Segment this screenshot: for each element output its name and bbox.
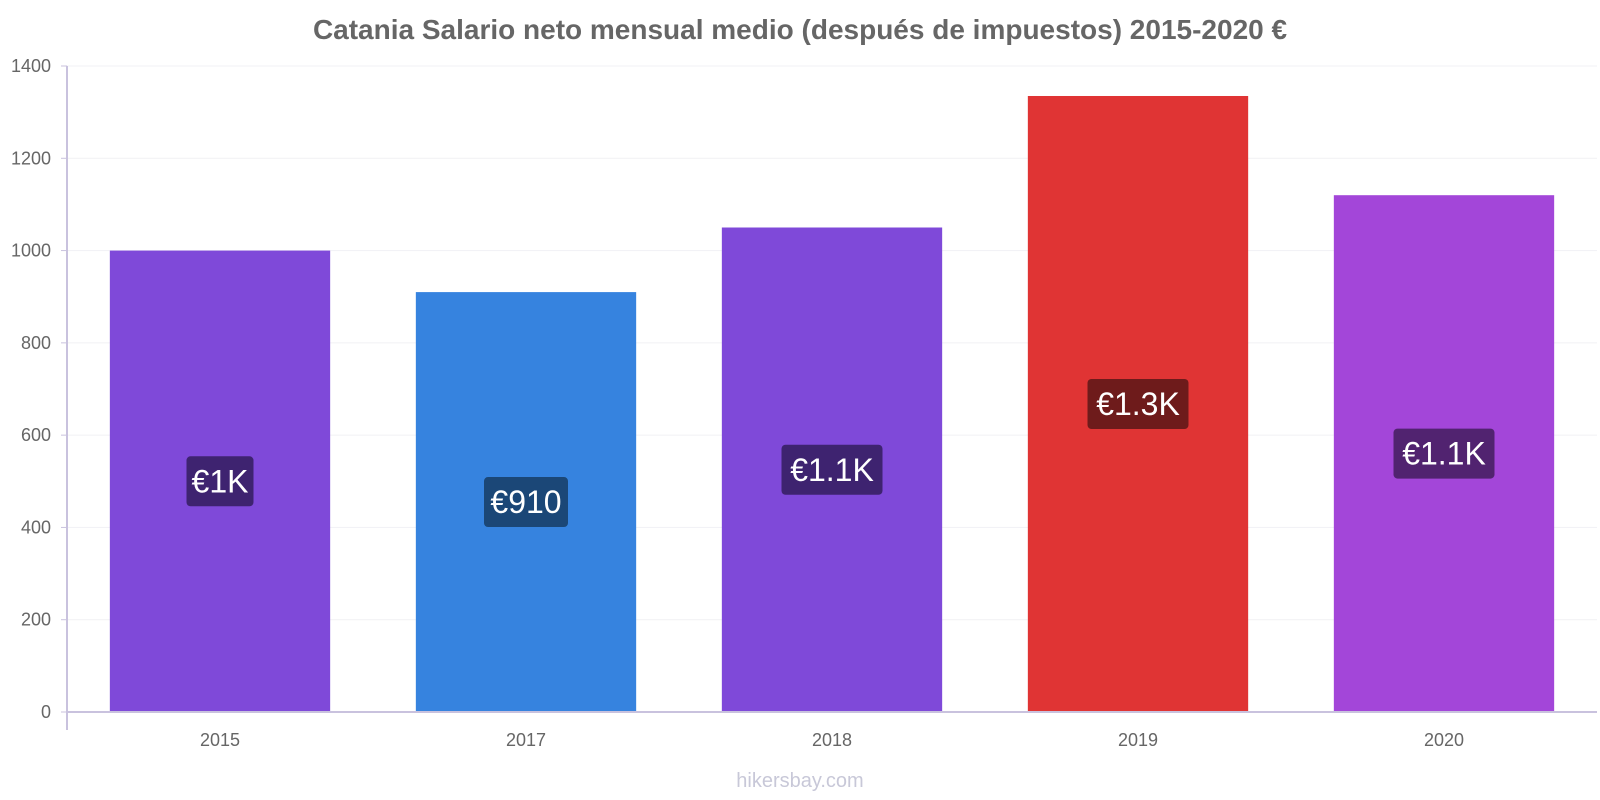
data-labels: €1K €910 €1.1K €1.3K €1.1K xyxy=(186,378,1495,528)
data-label: €1.3K xyxy=(1096,386,1180,422)
y-tick-label: 0 xyxy=(41,702,51,722)
data-label: €1K xyxy=(192,463,249,499)
chart-title: Catania Salario neto mensual medio (desp… xyxy=(312,14,1288,45)
y-tick-label: 1000 xyxy=(11,241,51,261)
y-tick-label: 800 xyxy=(21,333,51,353)
data-label-badge xyxy=(781,444,883,495)
x-tick-label: 2019 xyxy=(1118,730,1158,750)
bars xyxy=(109,95,1555,713)
data-label: €910 xyxy=(490,484,561,520)
x-tick-label: 2020 xyxy=(1424,730,1464,750)
axes: 0 200 400 600 800 1000 1200 1400 2015 2017 2018 201… xyxy=(11,56,1597,750)
y-tick-label: 200 xyxy=(21,610,51,630)
y-tick-label: 600 xyxy=(21,425,51,445)
y-tick-label: 1400 xyxy=(11,56,51,76)
y-tick-label: 400 xyxy=(21,517,51,537)
data-label-badge xyxy=(186,456,254,507)
data-label-badge xyxy=(1393,428,1495,479)
x-tick-label: 2017 xyxy=(506,730,546,750)
watermark: hikersbay.com xyxy=(736,770,864,792)
data-label-badge xyxy=(484,477,568,528)
data-label: €1.1K xyxy=(790,452,874,488)
x-tick-label: 2015 xyxy=(200,730,240,750)
data-label-badge xyxy=(1087,378,1189,429)
data-label: €1.1K xyxy=(1402,436,1486,472)
x-tick-label: 2018 xyxy=(812,730,852,750)
y-tick-label: 1200 xyxy=(11,148,51,168)
